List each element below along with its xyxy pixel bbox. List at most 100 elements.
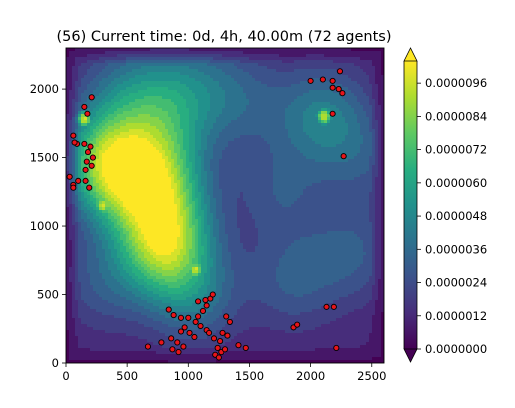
heatmap-cell [108,138,112,142]
heatmap-cell [123,117,127,121]
heatmap-cell [195,102,199,106]
heatmap-cell [168,117,172,121]
heatmap-cell [255,84,259,88]
heatmap-cell [345,78,349,82]
heatmap-cell [213,87,217,91]
heatmap-cell [72,156,76,160]
heatmap-cell [336,84,340,88]
heatmap-cell [144,60,148,64]
heatmap-cell [195,171,199,175]
heatmap-cell [192,51,196,55]
heatmap-cell [282,108,286,112]
heatmap-cell [177,129,181,133]
heatmap-cell [297,171,301,175]
heatmap-cell [213,165,217,169]
heatmap-cell [366,177,370,181]
heatmap-cell [324,114,328,118]
heatmap-cell [363,84,367,88]
heatmap-cell [315,150,319,154]
heatmap-cell [279,159,283,163]
heatmap-cell [87,60,91,64]
heatmap-cell [378,138,382,142]
heatmap-cell [96,183,100,187]
heatmap-cell [186,117,190,121]
heatmap-cell [207,183,211,187]
heatmap-cell [360,108,364,112]
heatmap-cell [81,48,85,52]
heatmap-cell [171,90,175,94]
heatmap-cell [78,123,82,127]
heatmap-cell [240,72,244,76]
heatmap-cell [279,90,283,94]
heatmap-cell [90,180,94,184]
heatmap-cell [204,174,208,178]
heatmap-cell [255,156,259,160]
heatmap-cell [207,117,211,121]
heatmap-cell [288,126,292,130]
heatmap-cell [81,117,85,121]
heatmap-cell [231,129,235,133]
heatmap-cell [156,81,160,85]
heatmap-cell [369,90,373,94]
heatmap-cell [210,150,214,154]
heatmap-cell [186,135,190,139]
heatmap-cell [78,84,82,88]
heatmap-cell [318,57,322,61]
heatmap-cell [189,180,193,184]
heatmap-cell [195,165,199,169]
heatmap-cell [249,135,253,139]
heatmap-cell [138,81,142,85]
heatmap-cell [219,51,223,55]
heatmap-cell [210,147,214,151]
heatmap-cell [318,123,322,127]
heatmap-cell [339,57,343,61]
heatmap-cell [234,159,238,163]
heatmap-cell [120,141,124,145]
heatmap-cell [174,132,178,136]
heatmap-cell [78,66,82,70]
heatmap-cell [138,150,142,154]
heatmap-cell [336,120,340,124]
heatmap-cell [258,111,262,115]
heatmap-cell [180,51,184,55]
heatmap-cell [117,135,121,139]
heatmap-cell [348,138,352,142]
heatmap-cell [72,72,76,76]
heatmap-cell [108,150,112,154]
heatmap-cell [330,99,334,103]
heatmap-cell [195,186,199,190]
heatmap-cell [243,93,247,97]
heatmap-cell [120,54,124,58]
heatmap-cell [198,102,202,106]
heatmap-cell [231,93,235,97]
heatmap-cell [204,99,208,103]
heatmap-cell [93,150,97,154]
heatmap-cell [345,99,349,103]
heatmap-cell [306,147,310,151]
heatmap-cell [381,99,384,103]
heatmap-cell [108,87,112,91]
heatmap-cell [324,102,328,106]
heatmap-cell [222,111,226,115]
heatmap-cell [189,75,193,79]
heatmap-cell [303,165,307,169]
heatmap-cell [189,51,193,55]
heatmap-cell [318,150,322,154]
heatmap-cell [75,108,79,112]
heatmap-cell [129,153,133,157]
heatmap-cell [270,102,274,106]
heatmap-cell [216,87,220,91]
heatmap-cell [375,96,379,100]
heatmap-cell [81,165,85,169]
heatmap-cell [336,114,340,118]
heatmap-cell [195,108,199,112]
heatmap-cell [168,102,172,106]
heatmap-cell [75,87,79,91]
heatmap-cell [204,63,208,67]
heatmap-cell [366,114,370,118]
heatmap-cell [309,183,313,187]
heatmap-cell [258,48,262,52]
heatmap-cell [162,135,166,139]
heatmap-cell [195,177,199,181]
heatmap-cell [270,171,274,175]
